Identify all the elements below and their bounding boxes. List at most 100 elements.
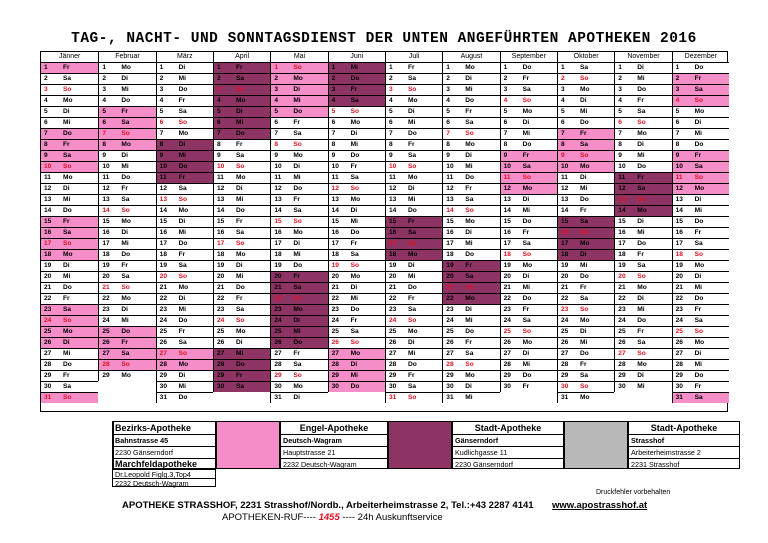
day-number: 8 xyxy=(216,141,221,148)
day-number: 29 xyxy=(216,372,225,379)
weekday-label: Do xyxy=(407,361,417,368)
day-cell: 31 Mi xyxy=(442,392,500,403)
day-number: 29 xyxy=(618,372,626,379)
day-cell: 8 Mo xyxy=(442,139,500,150)
day-number: 21 xyxy=(331,284,339,291)
day-cell: 4 Mo xyxy=(384,95,443,106)
weekday-label: So xyxy=(235,86,245,93)
day-cell: 16 Fr xyxy=(499,227,557,238)
day-cell: 8 Mo xyxy=(98,139,156,150)
day-number: 15 xyxy=(446,218,454,225)
marchfeld-street: Dr.Leopold Figlg.3,Top4 xyxy=(113,469,215,479)
day-number: 6 xyxy=(44,119,48,126)
day-cell: 19 Sa xyxy=(614,260,672,271)
day-cell: 14 Fr xyxy=(556,205,615,216)
weekday-label: Do xyxy=(235,361,245,368)
day-cell: 23 So xyxy=(556,304,615,315)
weekday-label: Mo xyxy=(121,372,131,379)
website-link[interactable]: www.apostrasshof.at xyxy=(552,500,648,511)
day-number: 22 xyxy=(618,295,626,302)
day-cell: 15 Di xyxy=(155,216,213,227)
weekday-label: Sa xyxy=(465,119,474,126)
day-number: 9 xyxy=(446,152,450,159)
day-number: 29 xyxy=(388,372,397,379)
day-number: 14 xyxy=(675,207,683,214)
day-number: 27 xyxy=(618,350,626,357)
day-cell: 10 So xyxy=(384,161,443,172)
day-cell: 29 Do xyxy=(671,370,729,381)
day-cell: 2 Mo xyxy=(270,73,328,84)
day-number: 1 xyxy=(44,64,48,71)
weekday-label: Do xyxy=(694,372,704,379)
day-cell: 17 Sa xyxy=(499,238,557,249)
day-number: 24 xyxy=(216,317,225,324)
weekday-label: Sa xyxy=(121,273,130,280)
day-number: 10 xyxy=(503,163,511,170)
weekday-label: Sa xyxy=(350,97,359,104)
weekday-label: Mo xyxy=(407,174,418,181)
day-number: 7 xyxy=(331,130,336,137)
weekday-label: Sa xyxy=(579,64,589,71)
day-number: 21 xyxy=(446,284,454,291)
day-number: 4 xyxy=(560,97,565,104)
weekday-label: Mo xyxy=(637,284,647,291)
weekday-label: Fr xyxy=(235,141,243,148)
day-number: 14 xyxy=(503,207,511,214)
weekday-label: Mo xyxy=(63,97,73,104)
day-cell: 11 Mo xyxy=(41,172,99,183)
day-number: 28 xyxy=(503,361,511,368)
weekday-label: So xyxy=(637,119,646,126)
day-cell: 11 Do xyxy=(98,172,156,183)
day-number: 19 xyxy=(618,262,626,269)
weekday-label: So xyxy=(293,295,302,302)
day-number: 26 xyxy=(560,339,569,346)
weekday-label: Mi xyxy=(579,262,588,269)
day-cell: 17 Sa xyxy=(671,238,729,249)
weekday-label: Do xyxy=(694,141,704,148)
day-number: 16 xyxy=(331,229,339,236)
weekday-label: Mi xyxy=(63,273,71,280)
weekday-label: Fr xyxy=(178,97,186,104)
day-number: 4 xyxy=(102,97,106,104)
day-number: 14 xyxy=(446,207,454,214)
weekday-label: Di xyxy=(637,372,644,379)
weekday-label: Di xyxy=(63,262,70,269)
pharmacy-city: 2230 Gänserndorf xyxy=(113,447,215,459)
weekday-label: Sa xyxy=(293,361,302,368)
day-number: 25 xyxy=(216,328,225,335)
weekday-label: Mo xyxy=(121,64,131,71)
duty-calendar: Jänner 1 Fr 2 Sa 3 So 4 Mo 5 Di 6 Mi 7 Do 8 Fr 9 Sa 10 So 11 M… xyxy=(40,51,729,412)
weekday-label: Di xyxy=(293,163,300,170)
day-number: 20 xyxy=(102,273,110,280)
day-cell: 4 Di xyxy=(556,95,615,106)
weekday-label: Mi xyxy=(178,229,186,236)
day-cell: 12 Sa xyxy=(155,183,213,194)
weekday-label: Sa xyxy=(465,350,474,357)
day-number: 9 xyxy=(675,152,680,159)
weekday-label: Do xyxy=(579,350,589,357)
day-number: 16 xyxy=(388,229,397,236)
day-cell: 7 Do xyxy=(41,128,99,139)
day-number: 20 xyxy=(274,273,282,280)
day-number: 29 xyxy=(159,372,167,379)
day-cell: 8 So xyxy=(270,139,328,150)
day-cell: 14 So xyxy=(442,205,500,216)
day-number: 20 xyxy=(331,273,339,280)
month-header: September xyxy=(499,52,557,62)
day-cell: 16 Mi xyxy=(614,227,672,238)
day-cell: 27 Do xyxy=(556,348,615,359)
day-number: 10 xyxy=(44,163,52,170)
day-number: 14 xyxy=(618,207,626,214)
day-number: 13 xyxy=(331,196,339,203)
day-cell: 19 Di xyxy=(41,260,99,271)
day-cell: 5 Fr xyxy=(442,106,500,117)
day-number: 17 xyxy=(331,240,339,247)
weekday-label: Fr xyxy=(293,119,300,126)
day-cell: 2 Fr xyxy=(671,73,729,84)
day-cell: 10 So xyxy=(212,161,271,172)
day-cell: 19 So xyxy=(327,260,385,271)
day-number: 5 xyxy=(446,108,450,115)
day-number: 3 xyxy=(503,86,508,93)
weekday-label: Mo xyxy=(178,284,189,291)
day-number: 25 xyxy=(331,328,339,335)
